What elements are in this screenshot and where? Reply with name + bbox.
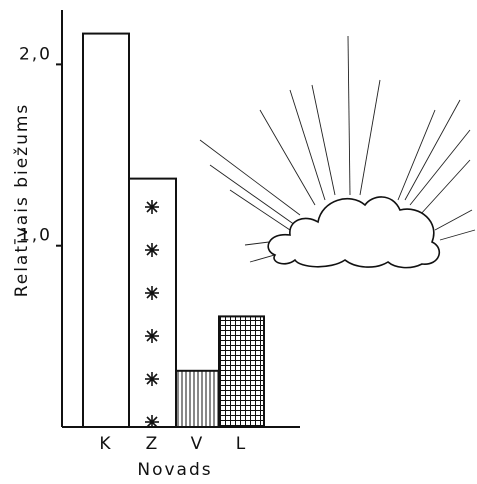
x-tick-label: Z	[146, 434, 160, 454]
bar	[83, 34, 129, 427]
bar	[129, 179, 176, 427]
x-tick-label: L	[236, 434, 247, 454]
x-tick-label: K	[99, 434, 112, 454]
x-tick-label: V	[191, 434, 205, 454]
bar	[176, 371, 219, 427]
y-tick-label: 2,0	[19, 44, 52, 64]
y-tick-label: 1,0	[19, 226, 52, 246]
sun-cloud-illustration	[200, 36, 475, 268]
chart: Novads Relatīvais biežums 1,0 2,0 K Z V L	[0, 0, 477, 484]
bar	[219, 316, 264, 427]
y-axis-label: Relatīvais biežums	[12, 103, 32, 298]
x-axis-label: Novads	[137, 460, 212, 480]
